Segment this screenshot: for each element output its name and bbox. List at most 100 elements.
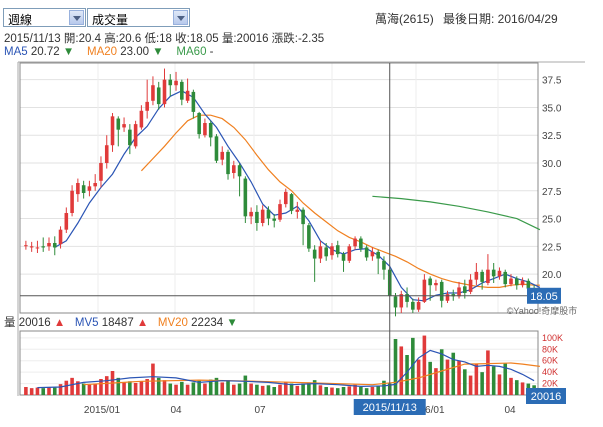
volume-bar — [289, 383, 294, 395]
candle — [301, 207, 305, 246]
candle-body — [29, 246, 34, 248]
mv5-label: MV5 — [74, 317, 99, 329]
volume-bar — [393, 339, 398, 395]
chevron-down-icon[interactable] — [173, 10, 188, 25]
candle — [341, 251, 346, 272]
volume-bar — [70, 377, 74, 395]
x-tick-label: 16/01 — [419, 405, 444, 416]
candle-body — [480, 271, 484, 282]
volume-bar — [301, 383, 305, 395]
candle — [35, 240, 40, 253]
candle — [156, 81, 161, 110]
candle-body — [174, 80, 178, 86]
candle — [116, 116, 121, 147]
volume-bar — [197, 380, 201, 395]
vol-value: 20016 — [18, 317, 51, 329]
volume-bar — [58, 384, 63, 395]
candle — [191, 89, 196, 119]
candle — [203, 118, 207, 138]
volume-bar — [180, 381, 184, 395]
candle — [104, 135, 109, 169]
candle-body — [128, 129, 132, 146]
candle-body — [87, 186, 92, 191]
volume-bar — [128, 381, 132, 395]
candle-body — [41, 246, 46, 248]
volume-bar — [491, 366, 496, 395]
candle-body — [162, 79, 167, 105]
chevron-down-icon[interactable] — [69, 10, 84, 25]
candle — [197, 111, 201, 139]
candle — [428, 276, 432, 301]
indicator-select-value: 成交量 — [92, 13, 129, 27]
info-row: 2015/11/13 開:20.4 高:20.6 低:18 收:18.05 量:… — [4, 30, 324, 46]
volume-bar — [451, 352, 456, 395]
volume-bar — [110, 371, 115, 395]
volume-bar — [168, 383, 173, 395]
volume-bar — [24, 387, 28, 395]
mv20-label: MV20 — [157, 317, 188, 329]
volume-bar — [318, 385, 323, 395]
candle-body — [104, 145, 109, 163]
volume-bar — [399, 346, 404, 395]
volume-bar — [174, 384, 178, 395]
indicator-select[interactable]: 成交量 — [87, 8, 190, 27]
candle — [214, 134, 219, 163]
candle-body — [278, 204, 282, 220]
candle — [64, 207, 69, 233]
volume-bar — [243, 375, 248, 395]
volume-bar — [330, 387, 334, 395]
period-select[interactable]: 週線 — [3, 8, 86, 27]
stock-name: 萬海(2615) — [375, 12, 434, 26]
candle-body — [474, 271, 479, 280]
candle-body — [295, 209, 300, 212]
volume-bar — [156, 377, 161, 395]
volume-bar — [474, 363, 479, 395]
volume-bar — [364, 388, 369, 395]
candle-body — [330, 246, 334, 256]
volume-bar — [139, 381, 144, 395]
volume-bar — [509, 377, 513, 395]
volume-bar — [428, 361, 432, 395]
volume-bar — [185, 384, 190, 395]
volume-bar — [99, 379, 103, 395]
candle-body — [416, 301, 421, 310]
info-volume: 量:20016 — [221, 33, 269, 45]
candle-body — [64, 213, 69, 230]
candle-body — [260, 209, 265, 223]
candle-body — [520, 280, 525, 286]
candle-body — [434, 283, 438, 286]
mv20-value: 22234 — [191, 317, 224, 329]
candle — [128, 124, 132, 155]
volume-bar — [266, 385, 271, 395]
volume-bar — [526, 383, 531, 395]
candle — [532, 285, 536, 297]
cursor-date-label-text: 2015/11/13 — [363, 402, 417, 414]
candle-body — [509, 278, 513, 285]
candle — [70, 185, 74, 217]
candle-body — [255, 211, 259, 223]
info-close: 收:18.05 — [175, 33, 219, 45]
candle — [480, 269, 484, 290]
candle — [99, 156, 103, 188]
candle — [416, 297, 421, 312]
candle-body — [307, 225, 311, 249]
candle — [151, 76, 155, 106]
latest-date: 最後日期: 2016/04/29 — [443, 12, 558, 26]
candle-body — [116, 118, 121, 130]
candle — [324, 243, 328, 261]
candle-body — [451, 294, 456, 297]
ma5-arrow: ▼ — [62, 46, 75, 58]
candle-body — [324, 247, 328, 257]
candle — [110, 113, 115, 152]
volume-bar — [151, 363, 155, 395]
ma60-label: MA60 — [176, 46, 207, 58]
candle — [434, 279, 438, 291]
candle-body — [393, 296, 398, 308]
volume-bar — [439, 349, 444, 395]
volume-panel-frame — [19, 330, 539, 396]
ma20-arrow: ▼ — [152, 46, 164, 58]
volume-bar — [278, 384, 282, 395]
candle — [468, 274, 473, 295]
price-tick-label: 27.5 — [542, 187, 562, 198]
